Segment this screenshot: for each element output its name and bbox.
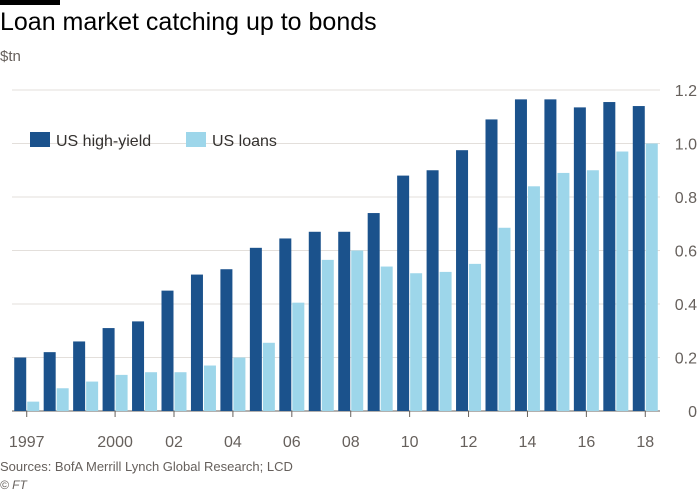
x-tick-label: 14 [519,434,537,451]
bar-us-loans [557,172,570,411]
bar-us-high-yield [73,341,86,411]
bar-us-loans [410,273,423,411]
x-tick-label: 1997 [9,434,45,451]
bar-us-high-yield [603,102,616,411]
bar-us-high-yield [544,99,557,412]
bar-us-loans [645,143,658,411]
bar-us-high-yield [573,107,586,411]
source-note: Sources: BofA Merrill Lynch Global Resea… [0,459,293,474]
bar-us-loans [262,342,275,411]
bar-us-high-yield [338,231,351,411]
bar-us-high-yield [43,352,56,411]
y-tick-label: 1.0 [675,137,697,154]
y-tick-label: 0.8 [675,190,697,207]
bar-us-loans [498,227,511,411]
ft-credit: © FT [0,478,27,492]
legend-swatch-us-loans [186,132,206,147]
legend-label-us-high-yield: US high-yield [56,133,151,150]
legend-label-us-loans: US loans [212,133,277,150]
x-tick-label: 08 [342,434,360,451]
y-tick-label: 0.4 [675,297,697,314]
bar-us-loans [469,263,482,411]
bar-us-loans [86,381,99,411]
y-tick-label: 1.2 [675,83,697,100]
y-tick-label: 0.2 [675,351,697,368]
legend-swatch-us-high-yield [30,132,50,147]
bar-us-high-yield [190,274,203,411]
bar-us-high-yield [279,238,292,411]
bar-us-high-yield [367,213,380,411]
bar-us-high-yield [14,357,27,411]
bar-us-loans [115,374,128,411]
bar-us-loans [233,357,246,411]
bar-us-loans [351,250,364,411]
x-tick-label: 10 [401,434,419,451]
x-tick-label: 04 [224,434,242,451]
bar-us-loans [174,372,187,411]
bar-us-high-yield [456,150,469,411]
x-tick-label: 16 [577,434,595,451]
bar-us-loans [616,151,629,411]
bar-us-high-yield [308,231,321,411]
y-tick-label: 0.6 [675,244,697,261]
bar-us-high-yield [249,247,262,411]
bar-us-loans [145,372,158,411]
bar-us-high-yield [220,269,233,411]
bar-us-high-yield [102,328,115,411]
bar-us-loans [380,266,393,411]
bar-us-loans [203,365,216,411]
chart-title: Loan market catching up to bonds [0,8,377,36]
bar-us-loans [439,271,452,411]
x-tick-label: 02 [165,434,183,451]
bar-us-loans [321,259,334,411]
bar-us-high-yield [632,106,645,412]
bar-us-loans [527,186,540,411]
bar-us-high-yield [514,99,527,412]
bar-us-loans [56,388,69,411]
bar-us-loans [292,302,305,411]
bar-us-loans [586,170,599,411]
bar-us-high-yield [485,119,498,412]
x-tick-label: 2000 [97,434,133,451]
unit-label: $tn [0,48,21,65]
bar-us-high-yield [132,321,145,411]
y-tick-label: 0 [688,404,697,421]
top-rule [0,0,60,5]
x-tick-label: 12 [460,434,478,451]
x-tick-label: 18 [636,434,654,451]
bar-us-high-yield [426,170,439,411]
x-tick-label: 06 [283,434,301,451]
bar-us-high-yield [161,290,174,411]
bar-us-loans [27,401,40,411]
bar-us-high-yield [397,175,410,411]
